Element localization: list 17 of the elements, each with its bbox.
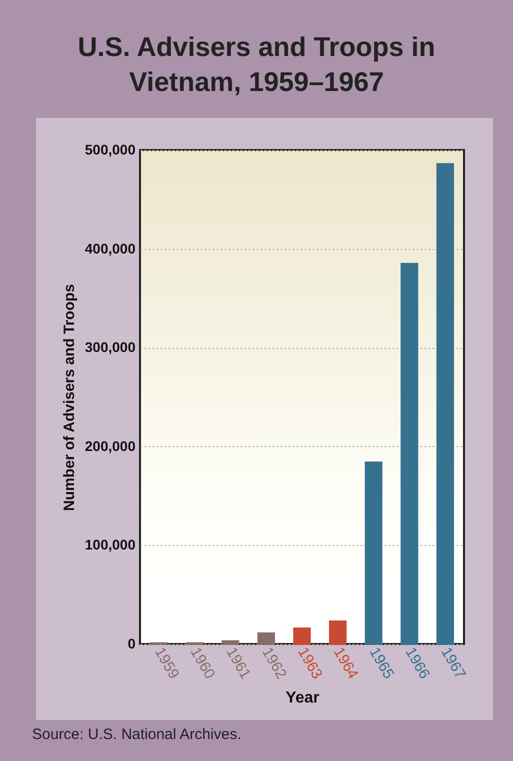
y-tick-label: 200,000 xyxy=(84,438,136,454)
source-note: Source: U.S. National Archives. xyxy=(32,726,242,743)
y-tick-label: 400,000 xyxy=(84,240,136,256)
bar xyxy=(364,461,382,645)
y-tick-label: 500,000 xyxy=(84,142,136,158)
bar xyxy=(257,632,276,645)
y-tick-label: 100,000 xyxy=(84,536,136,553)
bar xyxy=(400,262,418,645)
bar xyxy=(222,640,240,645)
x-axis-title: Year xyxy=(286,689,320,706)
chart-title: U.S. Advisers and Troops in Vietnam, 1959–1967 xyxy=(76,31,436,99)
bar xyxy=(328,620,347,645)
bar xyxy=(436,163,454,645)
bar xyxy=(293,627,311,645)
y-axis-title: Number of Advisers and Troops xyxy=(60,284,78,511)
y-tick-label: 300,000 xyxy=(84,339,136,356)
y-tick-label: 0 xyxy=(128,636,136,652)
